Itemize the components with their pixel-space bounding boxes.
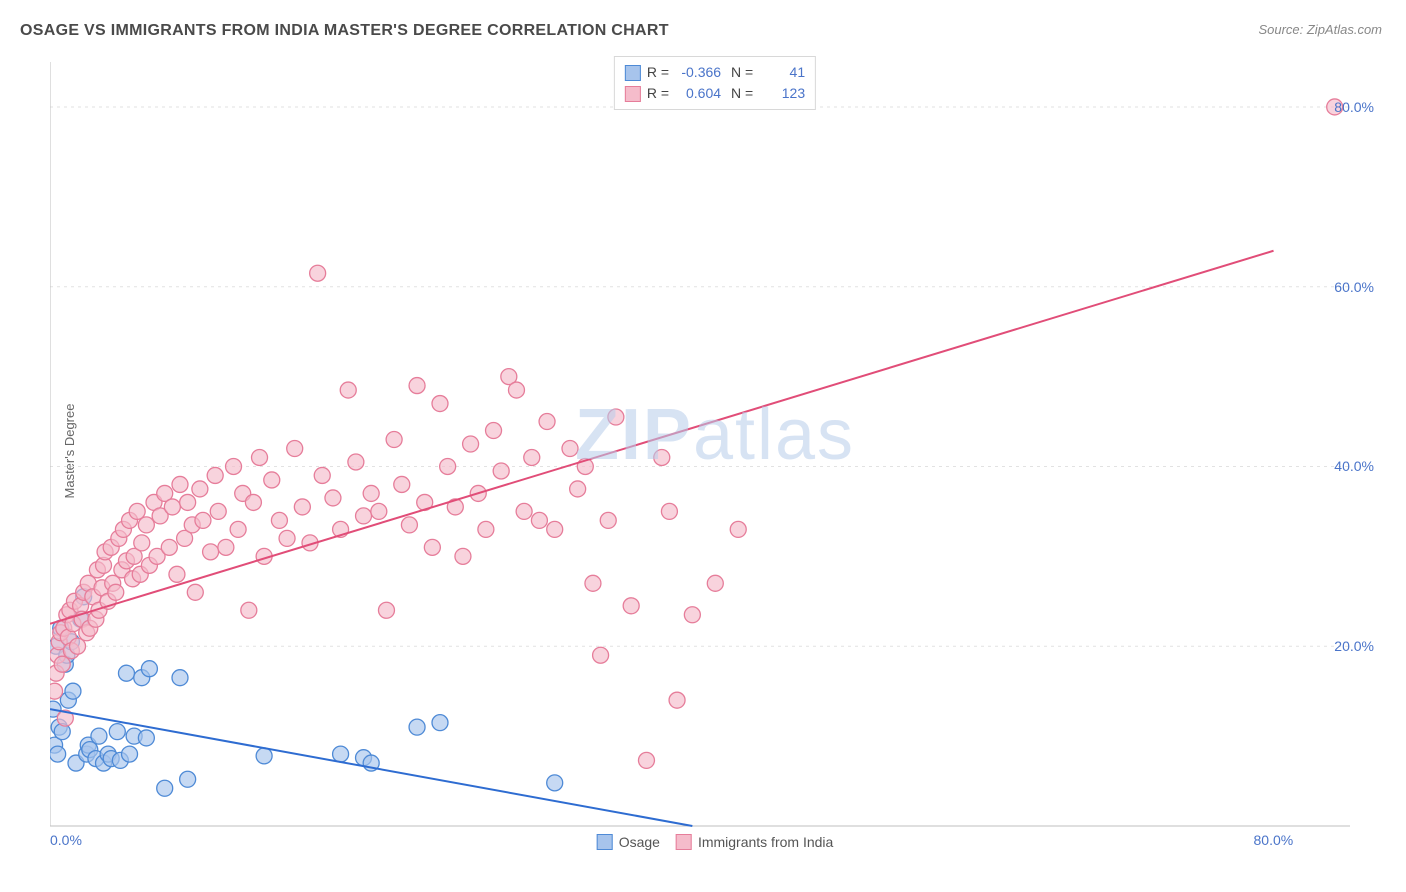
- series-2-swatch: [625, 86, 641, 102]
- stats-row-series-2: R =0.604 N =123: [625, 83, 805, 104]
- legend-label-1: Osage: [619, 834, 660, 850]
- stats-row-series-1: R =-0.366 N =41: [625, 62, 805, 83]
- chart-title: OSAGE VS IMMIGRANTS FROM INDIA MASTER'S …: [20, 22, 669, 40]
- series-1-n: 41: [759, 62, 805, 83]
- legend-item-2: Immigrants from India: [676, 834, 833, 850]
- series-1-r: -0.366: [675, 62, 721, 83]
- x-tick-label: 0.0%: [50, 832, 82, 848]
- legend-item-1: Osage: [597, 834, 660, 850]
- chart-area: Master's Degree ZIPatlas R =-0.366 N =41…: [50, 56, 1380, 846]
- series-2-r: 0.604: [675, 83, 721, 104]
- y-tick-label: 40.0%: [1334, 458, 1374, 474]
- x-tick-label: 80.0%: [1254, 832, 1294, 848]
- series-1-swatch: [625, 65, 641, 81]
- legend-label-2: Immigrants from India: [698, 834, 833, 850]
- legend: Osage Immigrants from India: [597, 834, 834, 850]
- source-attribution: Source: ZipAtlas.com: [1258, 22, 1382, 37]
- y-tick-label: 60.0%: [1334, 279, 1374, 295]
- series-2-n: 123: [759, 83, 805, 104]
- y-tick-label: 80.0%: [1334, 99, 1374, 115]
- scatter-plot-svg: [50, 56, 1380, 846]
- correlation-stats-box: R =-0.366 N =41 R =0.604 N =123: [614, 56, 816, 110]
- legend-swatch-2: [676, 834, 692, 850]
- legend-swatch-1: [597, 834, 613, 850]
- y-tick-label: 20.0%: [1334, 638, 1374, 654]
